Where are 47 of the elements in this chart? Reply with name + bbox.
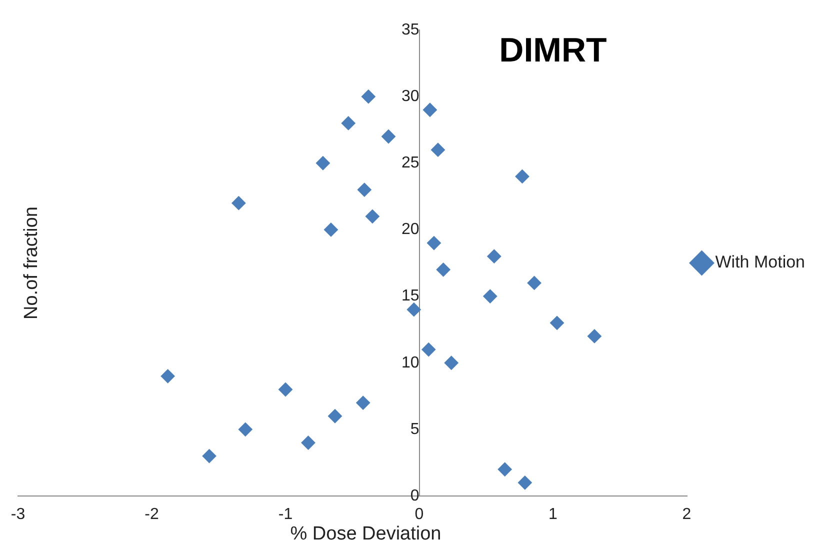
y-tick-label: 35	[401, 21, 420, 38]
y-tick-label: 30	[401, 88, 420, 105]
point	[328, 409, 342, 424]
point	[518, 476, 532, 490]
point	[301, 436, 316, 450]
point	[357, 182, 372, 197]
y-tick-label: 5	[410, 420, 420, 438]
point	[160, 369, 175, 384]
point	[436, 262, 450, 277]
point	[341, 116, 356, 130]
point	[365, 209, 380, 224]
point	[232, 196, 246, 210]
y-tick-label: 25	[401, 154, 420, 172]
point	[324, 222, 338, 237]
x-axis-title: % Dose Deviation	[290, 524, 442, 545]
point	[422, 102, 437, 117]
x-tick-label: 2	[682, 506, 692, 524]
point	[527, 276, 542, 290]
x-tick-label: -3	[10, 506, 26, 524]
point	[278, 382, 292, 396]
point	[238, 422, 252, 436]
y-tick-label: 10	[401, 354, 420, 372]
point	[498, 462, 512, 476]
legend-label: With Motion	[715, 252, 805, 272]
x-tick-label: -2	[144, 506, 159, 524]
point	[202, 449, 216, 464]
point	[483, 289, 498, 304]
y-tick-label: 15	[401, 288, 420, 305]
point	[361, 90, 376, 104]
x-tick-label: -1	[278, 506, 293, 524]
point	[550, 316, 564, 330]
point	[356, 396, 370, 410]
point	[430, 142, 445, 157]
y-tick-label: 0	[410, 487, 420, 504]
point	[444, 356, 458, 370]
y-tick-label: 20	[401, 221, 420, 238]
chart-title: DIMRT	[499, 31, 608, 70]
point	[515, 169, 530, 184]
point	[587, 329, 602, 344]
point	[426, 236, 441, 250]
point	[422, 342, 436, 357]
point	[487, 249, 502, 264]
point	[381, 130, 396, 144]
point	[316, 156, 330, 170]
x-tick-label: 1	[548, 506, 558, 524]
point	[406, 302, 421, 317]
y-axis-title: No.of fraction	[21, 206, 42, 320]
